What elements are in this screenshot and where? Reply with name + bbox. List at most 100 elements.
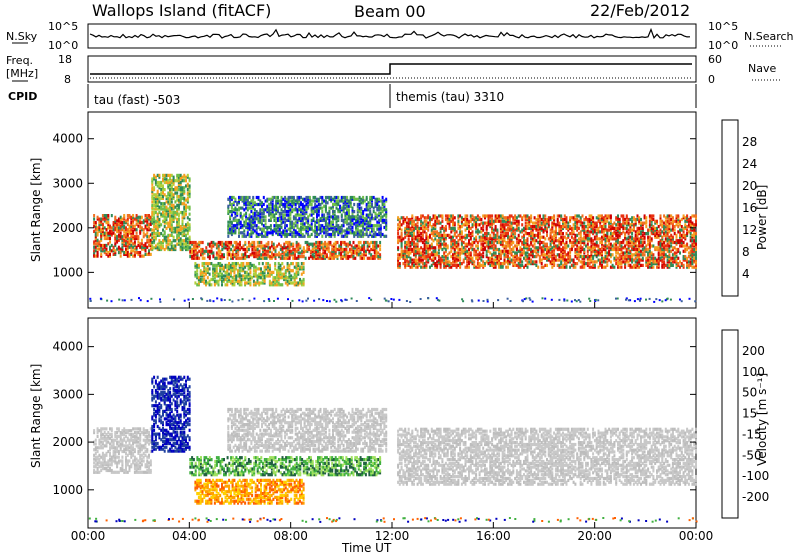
heat-cell [210,262,213,266]
heat-cell [235,244,238,248]
heat-cell [332,229,334,233]
heat-cell [226,247,229,252]
heat-cell [317,202,320,207]
heat-cell [255,195,258,200]
heat-cell [176,175,179,179]
heat-cell [351,211,354,215]
heat-cell [413,232,415,236]
heat-cell [343,247,346,252]
heat-cell [240,269,243,273]
heat-cell [375,253,378,257]
heat-cell [287,206,290,210]
heat-cell [397,258,400,262]
heat-cell [325,242,328,246]
heat-cell [339,229,342,233]
heat-cell [358,202,361,207]
heat-cell [443,253,446,257]
heat-cell [260,253,263,257]
heat-cell [269,211,272,215]
heat-cell [226,256,229,260]
heat-cell [487,237,490,241]
heat-cell [432,249,435,253]
heat-cell [96,254,99,258]
heat-cell [489,263,492,267]
heat-cell [452,219,454,223]
heat-cell [268,208,271,212]
heat-cell [416,265,419,269]
heat-cell [473,217,476,222]
heat-cell [357,249,360,253]
heat-cell [224,277,227,282]
heat-cell [244,270,247,274]
heat-cell [427,240,430,245]
heat-cell [544,237,547,241]
heat-cell [287,197,290,201]
heat-cell [588,246,591,250]
heat-cell [489,216,492,220]
heat-cell [121,217,124,221]
heat-cell [144,252,147,256]
heat-cell [356,218,359,222]
heat-cell [181,196,184,200]
heat-cell [342,204,345,208]
heat-cell [436,263,439,267]
heat-cell [367,201,370,205]
heat-cell [498,253,501,257]
heat-cell [196,251,199,255]
heat-cell [540,240,543,245]
heat-cell [434,251,437,255]
heat-cell [272,246,275,250]
heat-cell [135,228,138,232]
heat-cell [397,253,400,257]
heat-cell [485,255,488,259]
heat-cell [292,201,295,205]
heat-cell [151,235,154,239]
heat-cell [515,251,518,255]
heat-cell [240,256,243,260]
heat-cell [404,260,407,264]
heat-cell [411,214,414,218]
heat-cell [551,235,554,239]
heat-cell [293,272,296,276]
heat-cell [373,240,376,245]
heat-cell [574,255,577,259]
heat-cell [278,211,281,215]
heat-cell [268,274,271,278]
heat-cell [560,242,563,246]
heat-cell [132,242,135,246]
heat-cell [407,249,410,253]
heat-cell [466,214,469,218]
heat-cell [434,249,437,253]
heat-cell [105,231,108,235]
heat-cell [205,272,207,276]
heat-cell [135,231,138,235]
heat-cell [565,219,568,223]
heat-cell [186,228,189,232]
heat-cell [457,221,460,225]
heat-cell [93,245,96,249]
heat-cell [538,256,541,260]
heat-cell [464,256,467,260]
heat-cell [93,229,96,233]
heat-cell [452,223,454,227]
heat-cell [239,215,242,219]
heat-cell [562,226,564,230]
heat-cell [517,262,520,266]
heat-cell [219,262,222,266]
heat-cell [540,217,543,222]
heat-cell [114,222,117,226]
heat-cell [473,249,476,253]
heat-cell [530,216,533,220]
heat-cell [400,237,403,241]
heat-cell [186,182,189,186]
heat-cell [437,214,440,218]
heat-cell [176,221,179,225]
heat-cell [245,263,248,267]
heat-cell [572,232,575,236]
heat-cell [221,256,224,260]
heat-cell [123,238,126,242]
heat-cell [109,247,111,251]
heat-cell [498,255,501,259]
heat-cell [107,221,110,225]
heat-cell [337,202,340,207]
